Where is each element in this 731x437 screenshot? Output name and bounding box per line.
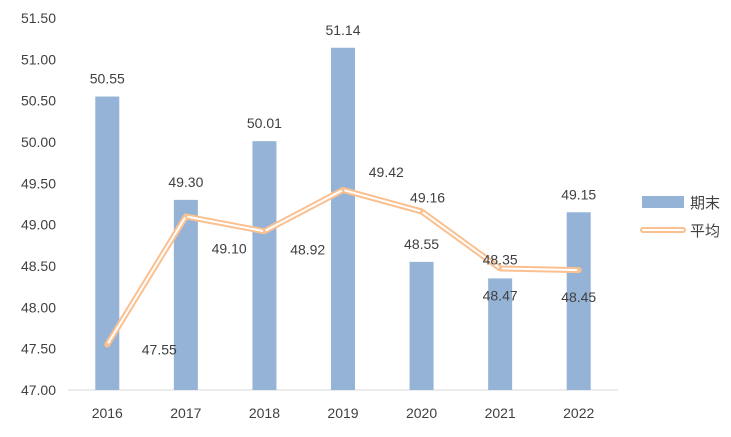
bar [252, 141, 277, 390]
bar-data-label: 50.55 [90, 71, 125, 87]
x-axis-tick-labels: 2016 2017 2018 2019 2020 2021 2022 [92, 405, 595, 421]
legend-swatch-qimo [642, 196, 684, 208]
bar [409, 261, 434, 390]
y-tick-label: 50.50 [21, 93, 56, 109]
line-point [341, 188, 345, 192]
line-point [420, 209, 424, 213]
x-tick-label: 2018 [249, 405, 280, 421]
line-data-label: 49.16 [410, 189, 445, 205]
x-tick-label: 2021 [485, 405, 516, 421]
bar-data-label: 49.15 [561, 186, 596, 202]
line-point [262, 229, 266, 233]
line-data-label: 48.92 [290, 241, 325, 257]
y-tick-label: 48.50 [21, 258, 56, 274]
line-point [498, 266, 502, 270]
y-tick-label: 47.50 [21, 341, 56, 357]
line-data-label: 48.47 [483, 287, 518, 303]
bar [488, 278, 513, 390]
bar-series-qimo [95, 47, 591, 391]
x-tick-label: 2016 [92, 405, 123, 421]
y-tick-label: 50.00 [21, 134, 56, 150]
y-tick-label: 49.50 [21, 175, 56, 191]
y-tick-label: 51.00 [21, 51, 56, 67]
legend-label-qimo: 期末 [690, 195, 720, 212]
line-point [105, 343, 109, 347]
line-data-label: 47.55 [142, 342, 177, 358]
line-data-label: 49.10 [212, 240, 247, 256]
x-tick-label: 2017 [170, 405, 201, 421]
legend: 期末 平均 [640, 195, 720, 240]
bar-data-label: 48.35 [483, 251, 518, 267]
line-point [577, 268, 581, 272]
x-tick-label: 2022 [563, 405, 594, 421]
bar-data-label: 49.30 [168, 174, 203, 190]
bar-data-label: 50.01 [247, 115, 282, 131]
line-point [184, 214, 188, 218]
bar [566, 212, 591, 390]
y-tick-label: 49.00 [21, 217, 56, 233]
line-series-pingjun [104, 186, 582, 348]
bar [331, 47, 355, 390]
bar-data-label: 48.55 [404, 236, 439, 252]
x-tick-label: 2019 [327, 405, 358, 421]
y-axis-tick-labels: 47.00 47.50 48.00 48.50 49.00 49.50 50.00 50.50… [21, 10, 56, 398]
bar-data-label: 51.14 [325, 22, 360, 38]
legend-label-pingjun: 平均 [690, 223, 720, 240]
line-data-label: 48.45 [561, 289, 596, 305]
line-data-label: 49.42 [369, 164, 404, 180]
x-tick-label: 2020 [406, 405, 437, 421]
line-data-labels: 47.55 49.10 48.92 49.42 49.16 48.47 48.45 [142, 164, 597, 358]
y-tick-label: 47.00 [21, 382, 56, 398]
y-tick-label: 51.50 [21, 10, 56, 26]
bar-data-labels: 50.55 49.30 50.01 51.14 48.55 48.35 49.15 [90, 22, 597, 268]
y-tick-label: 48.00 [21, 299, 56, 315]
